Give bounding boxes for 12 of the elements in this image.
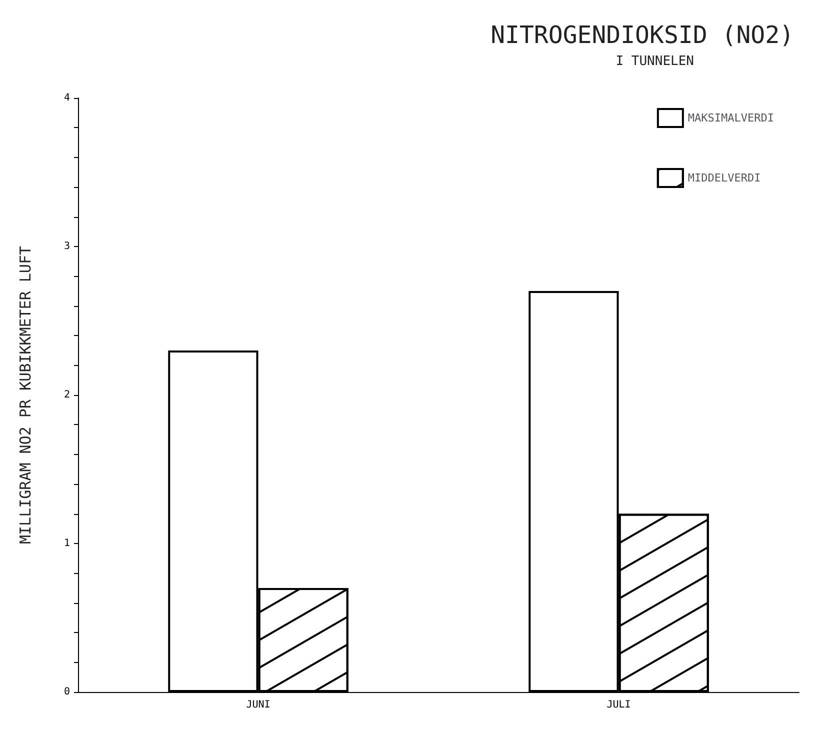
- x-tick-label: JUNI: [246, 700, 270, 710]
- legend-label: MAKSIMALVERDI: [688, 112, 774, 124]
- y-tick-label: 1: [64, 538, 70, 549]
- y-tick-label: 4: [64, 92, 70, 104]
- y-tick-label: 0: [64, 686, 70, 698]
- legend-label: MIDDELVERDI: [688, 172, 761, 184]
- y-axis-title: MILLIGRAM NO2 PR KUBIKKMETER LUFT: [16, 246, 34, 544]
- y-tick-label: 3: [64, 241, 70, 252]
- x-tick-label: JULI: [606, 700, 631, 710]
- y-tick-label: 2: [64, 390, 70, 400]
- chart-title: NITROGENDIOKSID (NO2): [490, 21, 794, 49]
- chart-subtitle: I TUNNELEN: [616, 54, 694, 69]
